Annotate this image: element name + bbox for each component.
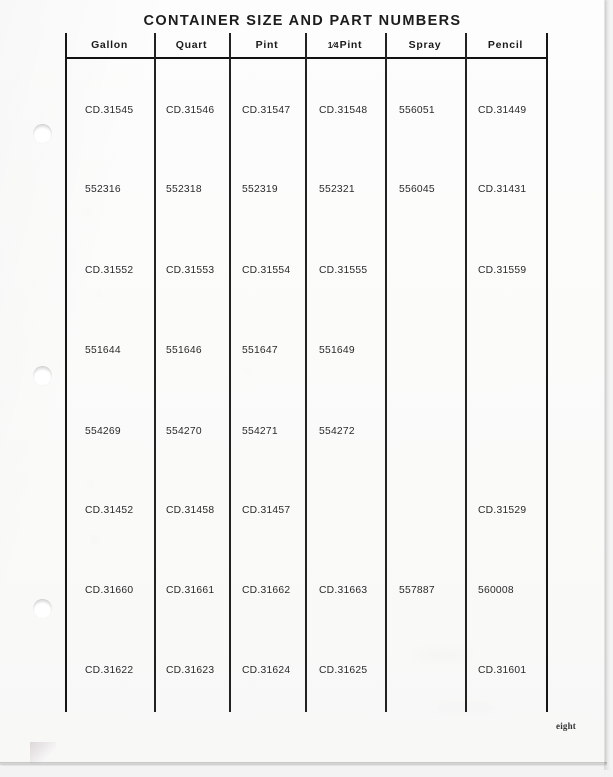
table-cell: CD.31661 xyxy=(166,585,215,596)
paper-corner-stain xyxy=(30,742,56,764)
column-header-gallon: Gallon xyxy=(91,39,128,51)
table-cell: 560008 xyxy=(478,585,514,596)
column-header-quarter-pint-text: Pint xyxy=(339,39,363,51)
table-cell: CD.31457 xyxy=(242,505,291,516)
table-cell: CD.31555 xyxy=(319,265,368,276)
table-cell: CD.31553 xyxy=(166,265,215,276)
table-cell: CD.31554 xyxy=(242,265,291,276)
paper-edge-right xyxy=(604,0,613,770)
table-cell: CD.31559 xyxy=(478,265,527,276)
quarter-fraction-glyph: 1⁄4 xyxy=(327,39,339,50)
table-cell: CD.31624 xyxy=(242,665,291,676)
table-cell: 556045 xyxy=(399,184,435,195)
table-cell: CD.31545 xyxy=(85,105,134,116)
page-number: eight xyxy=(556,721,576,731)
table-cell: CD.31548 xyxy=(319,105,368,116)
punch-hole xyxy=(33,599,52,619)
page-title: CONTAINER SIZE AND PART NUMBERS xyxy=(143,13,462,29)
table-rule-4 xyxy=(385,33,387,712)
table-cell: 551649 xyxy=(319,345,355,356)
table-cell: 551647 xyxy=(242,345,278,356)
table-cell: CD.31625 xyxy=(319,665,368,676)
table-cell: CD.31662 xyxy=(242,585,291,596)
column-header-spray: Spray xyxy=(408,39,442,51)
table-cell: CD.31601 xyxy=(478,665,527,676)
table-rule-2 xyxy=(229,33,231,712)
table-cell: 554270 xyxy=(166,426,202,437)
table-cell: CD.31431 xyxy=(478,184,527,195)
column-header-pencil: Pencil xyxy=(487,39,524,51)
table-cell: CD.31660 xyxy=(85,585,134,596)
column-header-quarter-pint: 1⁄4 Pint xyxy=(305,36,385,54)
table-cell: 552321 xyxy=(319,184,355,195)
punch-hole xyxy=(33,124,52,144)
table-cell: 552316 xyxy=(85,184,121,195)
table-cell: 552318 xyxy=(166,184,202,195)
table-rule-3 xyxy=(305,33,307,712)
table-cell: CD.31529 xyxy=(478,505,527,516)
table-cell: 554269 xyxy=(85,426,121,437)
parts-table: Gallon Quart Pint 1⁄4 Pint Spray Pencil … xyxy=(65,33,548,712)
table-cell: CD.31623 xyxy=(166,665,215,676)
table-cell: CD.31622 xyxy=(85,665,134,676)
table-rule-5 xyxy=(465,33,467,712)
table-cell: 552319 xyxy=(242,184,278,195)
table-cell: 551646 xyxy=(166,345,202,356)
paper-edge-bottom xyxy=(0,762,607,766)
table-cell: CD.31449 xyxy=(478,105,527,116)
column-header-quart: Quart xyxy=(175,39,208,51)
table-rule-right-edge xyxy=(546,33,548,712)
column-header-pint: Pint xyxy=(255,39,279,51)
table-rule-left-edge xyxy=(65,33,67,712)
table-cell: CD.31547 xyxy=(242,105,291,116)
table-cell: CD.31546 xyxy=(166,105,215,116)
table-cell: CD.31452 xyxy=(85,505,134,516)
table-cell: 554272 xyxy=(319,426,355,437)
punch-hole xyxy=(33,366,52,386)
table-cell: CD.31458 xyxy=(166,505,215,516)
table-cell: 551644 xyxy=(85,345,121,356)
table-cell: CD.31552 xyxy=(85,265,134,276)
document-page: CONTAINER SIZE AND PART NUMBERS Gallon Q… xyxy=(0,0,605,764)
table-cell: 557887 xyxy=(399,585,435,596)
table-cell: 556051 xyxy=(399,105,435,116)
table-cell: CD.31663 xyxy=(319,585,368,596)
table-cell: 554271 xyxy=(242,426,278,437)
table-rule-1 xyxy=(154,33,156,712)
